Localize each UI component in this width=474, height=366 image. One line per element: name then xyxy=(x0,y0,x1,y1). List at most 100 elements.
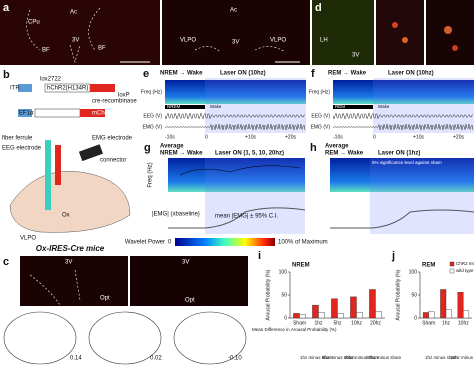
row-label: Freq (Hz) xyxy=(148,162,154,187)
laser-label: Laser ON (10hz) xyxy=(220,71,266,77)
laser-label: Laser ON (10hz) xyxy=(388,71,434,77)
construct-label: cre-recombinase xyxy=(92,99,137,105)
row-label: |EMG| (xbaseline) xyxy=(152,212,200,218)
x-tick-label: 10hz xyxy=(351,320,362,326)
region-label: 3V xyxy=(232,40,239,46)
region-label: LH xyxy=(320,38,328,44)
x-tick-label: 20hz xyxy=(370,320,381,326)
colorbar-max: 100% of Maximum xyxy=(278,240,328,246)
state-label: REM xyxy=(335,104,345,109)
bar xyxy=(457,292,464,319)
chart-title: REM xyxy=(422,263,435,269)
bar xyxy=(445,309,452,319)
diff-label: 1hz minus sham xyxy=(425,355,458,360)
diff-label: 20hz minus sham xyxy=(366,355,402,360)
time-label: 0 xyxy=(373,134,376,140)
y-tick-label: 100 xyxy=(279,269,288,275)
device-label: EEG electrode xyxy=(2,146,42,152)
average-label: Average xyxy=(325,144,349,150)
region-label: 3V xyxy=(182,260,189,266)
transition-title: REM → Wake xyxy=(325,151,364,157)
region-label: CPu xyxy=(28,20,40,26)
time-label: +20s xyxy=(285,134,296,140)
row-label: EMG (V) xyxy=(311,124,331,130)
region-label: 3V xyxy=(352,53,359,59)
panel-label: h xyxy=(310,142,317,154)
state-label: NREM xyxy=(167,104,181,109)
emg-trace xyxy=(164,123,306,131)
time-label: +20s xyxy=(453,134,464,140)
bar xyxy=(422,312,429,319)
panel-label: j xyxy=(391,250,395,262)
time-label: -10s xyxy=(165,134,175,140)
coordinate: -0.10 xyxy=(228,356,242,362)
time-label: +10s xyxy=(413,134,424,140)
time-label: +10s xyxy=(245,134,256,140)
bar xyxy=(293,313,300,319)
region-label: Ac xyxy=(70,10,77,16)
row-label: Freq (Hz) xyxy=(309,89,330,95)
time-label: 0 xyxy=(205,134,208,140)
region-label: 3V xyxy=(72,38,79,44)
colorbar-min: 0 xyxy=(168,240,172,246)
bar xyxy=(312,304,319,319)
transition-title: REM → Wake xyxy=(328,71,367,77)
panel-label: e xyxy=(143,68,149,80)
region-label: Ac xyxy=(230,8,237,14)
y-axis-label: Arousal Probability (%) xyxy=(265,269,271,320)
panel-i-j-labels: i j Mean Difference in Arousal Probabili… xyxy=(252,250,395,332)
panel-g: g Average NREM → Wake Laser ON (1, 5, 10… xyxy=(144,142,306,234)
construct-label: ITR xyxy=(10,86,20,92)
laser-shade xyxy=(205,78,306,133)
legend-label: wild type xyxy=(456,268,474,273)
diff-label: 10hz minus sham xyxy=(450,355,474,360)
spectrogram xyxy=(165,80,306,104)
region-label: VLPO xyxy=(270,38,286,44)
state-label: Wake xyxy=(210,104,222,109)
mouse-label: Ox-IRES-Cre mice xyxy=(36,244,105,253)
row-label: EEG (V) xyxy=(311,113,330,119)
transition-title: NREM → Wake xyxy=(160,71,203,77)
construct-label: hChR2(H134R) xyxy=(47,86,88,92)
state-bar xyxy=(333,105,373,109)
diff-label: 5hz minus sham xyxy=(322,355,355,360)
diff-label: 1hz minus sham xyxy=(300,355,333,360)
panels-e-f: e NREM → Wake Laser ON (10hz) NREM Wake Freq … xyxy=(141,68,474,140)
legend-swatch xyxy=(449,268,455,274)
laser-label: Laser ON (1hz) xyxy=(378,151,420,157)
y-tick-label: 50 xyxy=(411,292,417,298)
x-tick-label: 1hz xyxy=(314,320,323,326)
row-label: Freq (Hz) xyxy=(141,89,162,95)
bar xyxy=(356,312,363,319)
construct-label: mCherry xyxy=(92,111,115,117)
panel-label: i xyxy=(258,250,261,262)
panel-label: a xyxy=(3,2,10,14)
device-label: connector xyxy=(100,158,126,164)
x-tick-label: Sham xyxy=(293,320,306,326)
region-label: Opt xyxy=(100,296,110,302)
panel-label: b xyxy=(3,69,10,81)
bar xyxy=(440,289,447,319)
laser-label: Laser ON (1, 5, 10, 20hz) xyxy=(215,151,284,157)
bar xyxy=(428,311,435,319)
region-label: Ox xyxy=(62,213,70,219)
device-label: fiber ferrule xyxy=(2,136,33,142)
bar xyxy=(350,296,357,319)
bar xyxy=(463,310,470,319)
y-tick-label: 0 xyxy=(414,315,417,321)
colorbar-title: Wavelet Power xyxy=(125,240,165,246)
panel-h: h Average REM → Wake Laser ON (1hz) 5% s… xyxy=(310,142,474,234)
colorbar: Wavelet Power 0 100% of Maximum xyxy=(125,238,328,246)
row-label: EMG (V) xyxy=(143,124,163,130)
panel-d: d LH 3V xyxy=(312,0,474,65)
legend-swatch xyxy=(449,261,455,267)
bar xyxy=(369,289,376,319)
spectrogram xyxy=(333,80,474,104)
device-label: EMG electrode xyxy=(92,136,133,142)
region-label: BF xyxy=(42,48,50,54)
eeg-trace xyxy=(164,112,306,120)
state-bar xyxy=(165,105,205,109)
coordinate: 0.02 xyxy=(150,356,162,362)
region-label: BF xyxy=(98,46,106,52)
